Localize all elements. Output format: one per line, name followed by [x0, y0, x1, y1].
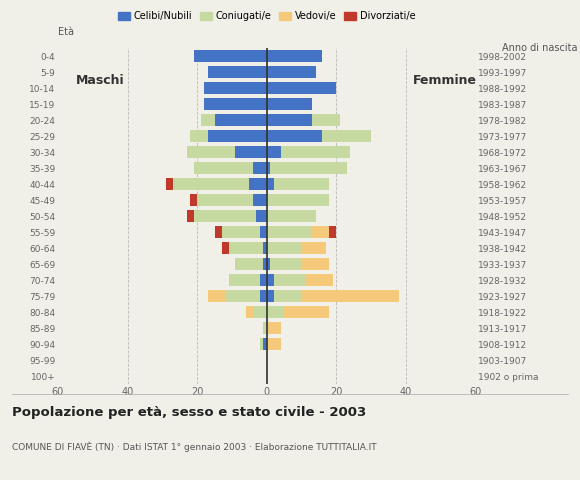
Text: Popolazione per età, sesso e stato civile - 2003: Popolazione per età, sesso e stato civil… [12, 406, 366, 419]
Bar [263, 242, 267, 254]
Bar [246, 306, 253, 318]
Bar [215, 226, 222, 238]
Bar [256, 210, 267, 222]
Bar [222, 242, 229, 254]
Bar [204, 98, 267, 110]
Bar [267, 146, 281, 158]
Bar [229, 274, 260, 286]
Bar [204, 82, 267, 94]
Text: Maschi: Maschi [75, 73, 124, 86]
Bar [190, 130, 208, 142]
Bar [194, 210, 256, 222]
Bar [267, 178, 274, 190]
Bar [263, 322, 267, 334]
Bar [194, 162, 253, 174]
Bar [267, 258, 270, 270]
Bar [322, 130, 371, 142]
Bar [267, 242, 302, 254]
Bar [187, 146, 235, 158]
Bar [267, 306, 284, 318]
Bar [235, 146, 267, 158]
Bar [260, 338, 263, 350]
Bar [222, 226, 260, 238]
Bar [267, 290, 274, 302]
Bar [229, 242, 263, 254]
Bar [194, 50, 267, 62]
Bar [253, 306, 267, 318]
Bar [302, 242, 326, 254]
Bar [329, 226, 336, 238]
Bar [312, 114, 340, 126]
Bar [208, 130, 267, 142]
Bar [166, 178, 173, 190]
Bar [267, 98, 312, 110]
Bar [267, 66, 316, 78]
Bar [187, 210, 194, 222]
Bar [281, 146, 350, 158]
Bar [267, 82, 336, 94]
Bar [235, 258, 263, 270]
Bar [263, 338, 267, 350]
Bar [267, 338, 281, 350]
Bar [284, 306, 329, 318]
Bar [267, 274, 274, 286]
Bar [267, 210, 316, 222]
Bar [208, 290, 225, 302]
Bar [274, 274, 305, 286]
Bar [190, 194, 197, 206]
Text: COMUNE DI FIAVÈ (TN) · Dati ISTAT 1° gennaio 2003 · Elaborazione TUTTITALIA.IT: COMUNE DI FIAVÈ (TN) · Dati ISTAT 1° gen… [12, 442, 376, 452]
Bar [274, 178, 329, 190]
Bar [270, 162, 347, 174]
Bar [208, 66, 267, 78]
Bar [267, 114, 312, 126]
Bar [267, 194, 329, 206]
Bar [249, 178, 267, 190]
Bar [260, 290, 267, 302]
Bar [305, 274, 333, 286]
Bar [260, 226, 267, 238]
Bar [225, 290, 260, 302]
Legend: Celibi/Nubili, Coniugati/e, Vedovi/e, Divorziati/e: Celibi/Nubili, Coniugati/e, Vedovi/e, Di… [116, 9, 418, 23]
Bar [267, 226, 312, 238]
Bar [267, 130, 322, 142]
Bar [197, 194, 253, 206]
Bar [267, 162, 270, 174]
Text: Anno di nascita: Anno di nascita [502, 43, 577, 53]
Bar [201, 114, 215, 126]
Bar [267, 50, 322, 62]
Text: Età: Età [58, 27, 74, 37]
Bar [312, 226, 329, 238]
Bar [302, 258, 329, 270]
Bar [267, 322, 281, 334]
Bar [215, 114, 267, 126]
Bar [263, 258, 267, 270]
Bar [260, 274, 267, 286]
Bar [253, 194, 267, 206]
Bar [274, 290, 302, 302]
Bar [253, 162, 267, 174]
Bar [270, 258, 302, 270]
Text: Femmine: Femmine [413, 73, 477, 86]
Bar [173, 178, 249, 190]
Bar [302, 290, 399, 302]
